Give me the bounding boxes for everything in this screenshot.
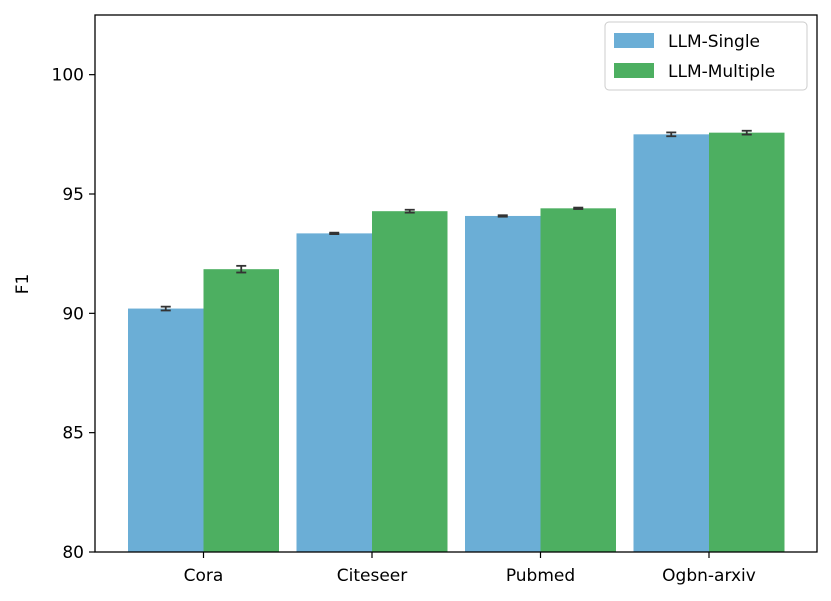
x-tick-label-pubmed: Pubmed — [506, 566, 575, 586]
y-tick-label-95: 95 — [62, 185, 84, 205]
bars-layer — [128, 132, 785, 553]
bar-llm-single-citeseer — [296, 233, 372, 552]
legend: LLM-Single LLM-Multiple — [604, 21, 808, 91]
plot-frame — [94, 14, 818, 553]
y-axis: 80 85 90 95 100 — [52, 66, 95, 563]
legend-label-llm-single: LLM-Single — [668, 32, 760, 52]
x-tick-label-cora: Cora — [184, 566, 224, 586]
bar-llm-multiple-cora — [203, 269, 279, 552]
y-tick-label-100: 100 — [52, 66, 84, 86]
legend-swatch-llm-multiple — [614, 63, 654, 78]
y-axis-label: F1 — [13, 274, 33, 295]
error-bars-layer — [160, 129, 752, 312]
x-tick-label-citeseer: Citeseer — [337, 566, 407, 586]
bar-llm-single-ogbn-arxiv — [633, 134, 709, 553]
y-tick-label-80: 80 — [62, 543, 84, 563]
x-tick-label-ogbn-arxiv: Ogbn-arxiv — [662, 566, 756, 586]
bar-llm-multiple-citeseer — [372, 211, 448, 552]
legend-swatch-llm-single — [614, 33, 654, 48]
bar-llm-multiple-ogbn-arxiv — [709, 132, 785, 553]
legend-label-llm-multiple: LLM-Multiple — [668, 62, 775, 82]
y-tick-label-90: 90 — [62, 304, 84, 324]
legend-frame — [604, 21, 808, 91]
bar-llm-single-cora — [128, 308, 204, 552]
bar-llm-single-pubmed — [465, 215, 541, 552]
bar-llm-multiple-pubmed — [540, 208, 616, 552]
x-axis: Cora Citeseer Pubmed Ogbn-arxiv — [184, 552, 756, 586]
y-tick-label-85: 85 — [62, 424, 84, 444]
